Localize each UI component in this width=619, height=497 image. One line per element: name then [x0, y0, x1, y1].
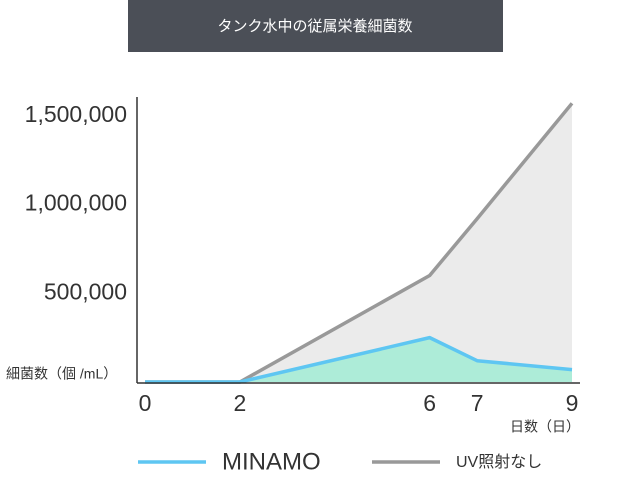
legend-label: MINAMO: [222, 448, 321, 475]
series-line: [145, 335, 573, 384]
y-tick-label: 1,500,000: [25, 101, 127, 127]
area-fill: [145, 103, 572, 382]
legend-label: UV照射なし: [456, 453, 542, 471]
x-tick-label: 2: [233, 390, 246, 416]
x-tick-label: 0: [139, 390, 152, 416]
y-axis-label: 細菌数（個 /mL）: [6, 366, 117, 382]
x-tick-label: 6: [423, 390, 436, 416]
y-tick-label: 500,000: [44, 278, 127, 304]
x-axis-label: 日数（日）: [510, 419, 580, 435]
x-tick-label: 7: [471, 390, 484, 416]
area-fill: [145, 337, 572, 382]
title-box: [128, 0, 503, 52]
plot: [145, 102, 574, 384]
y-tick-label: 1,000,000: [25, 190, 127, 216]
chart-title: タンク水中の従属栄養細菌数: [217, 18, 412, 35]
x-tick-label: 9: [566, 390, 579, 416]
